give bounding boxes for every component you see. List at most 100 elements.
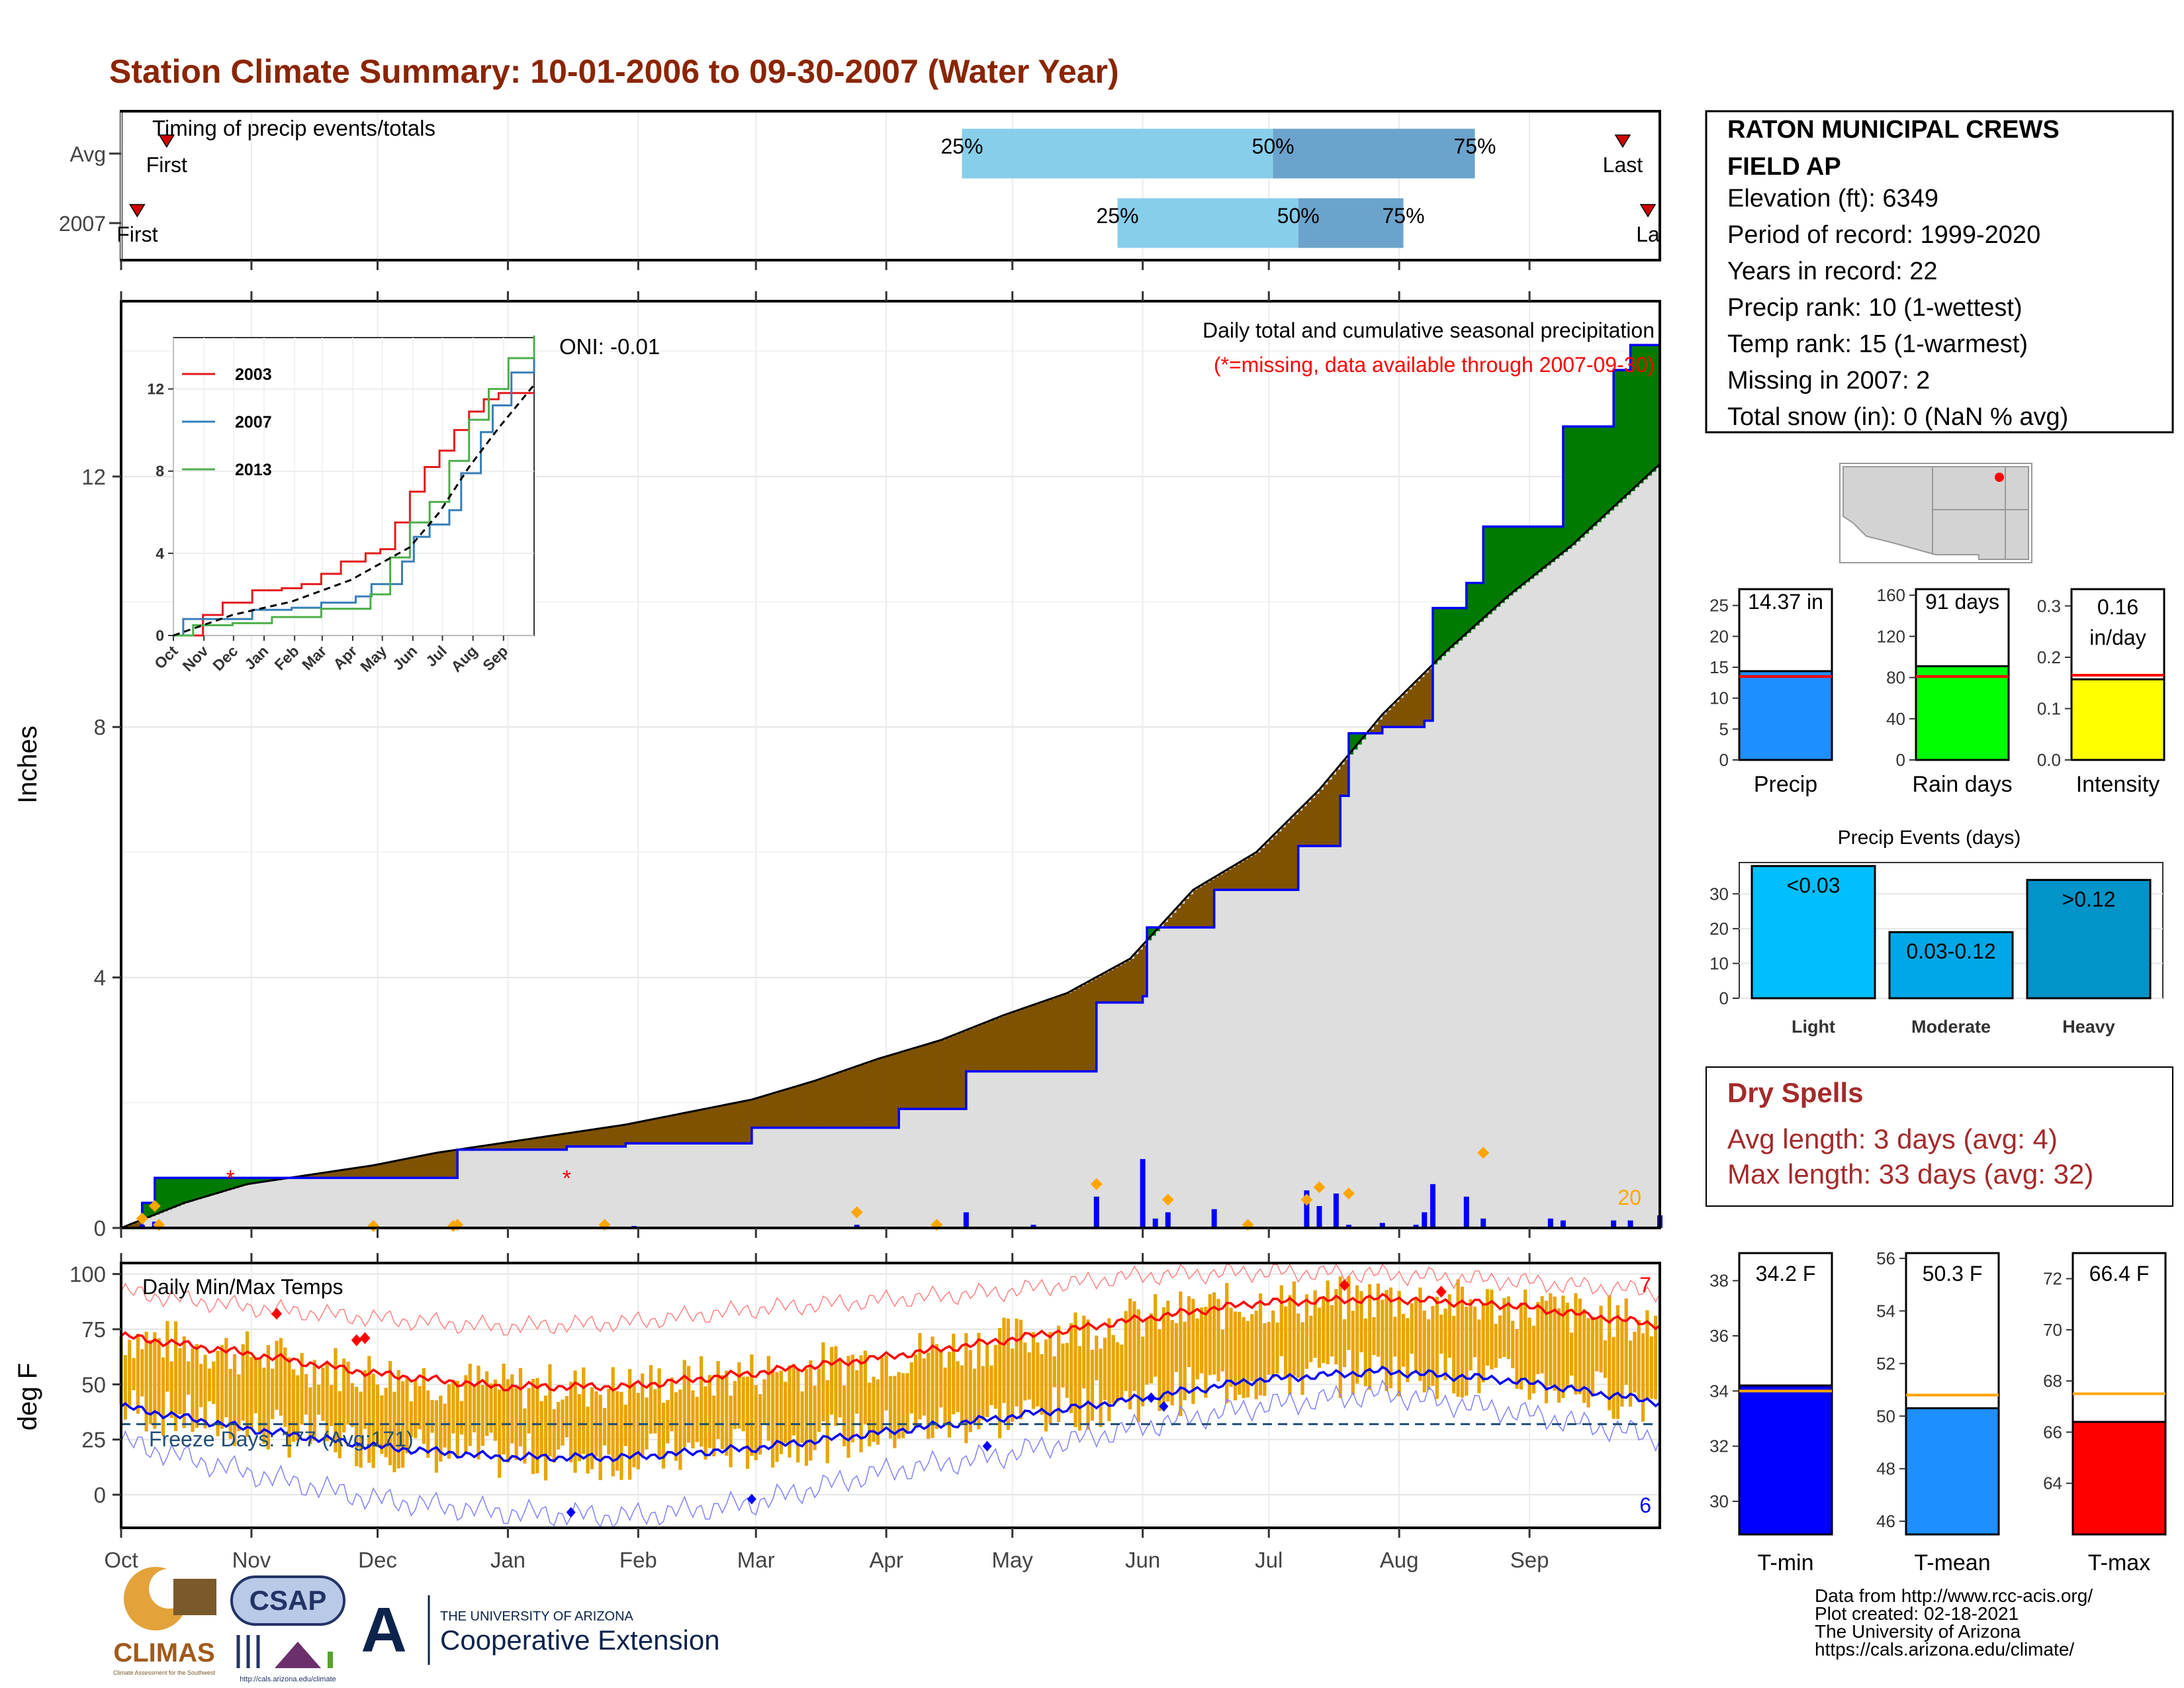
below-average-band: [134, 1223, 139, 1228]
daily-temp-range-bar: [775, 1372, 779, 1462]
below-average-band: [486, 1145, 492, 1150]
daily-temp-range-bar: [253, 1358, 257, 1413]
below-average-band: [1302, 806, 1308, 846]
above-average-band: [192, 1178, 198, 1201]
average-cumulative-line: [120, 463, 1661, 1229]
daily-temp-range-bar: [1258, 1293, 1263, 1395]
above-average-band: [213, 1178, 218, 1194]
daily-temp-range-bar: [931, 1336, 934, 1438]
daily-temp-range-bar: [590, 1387, 594, 1470]
above-average-band: [1471, 583, 1476, 630]
daily-temp-range-bar: [712, 1395, 716, 1457]
daily-temp-range-bar: [985, 1345, 989, 1417]
daily-temp-range-bar: [1275, 1322, 1279, 1374]
temp-summary-ytick-label: 46: [1876, 1511, 1895, 1531]
daily-temp-range-bar: [561, 1399, 565, 1446]
daily-temp-range-bar: [1048, 1332, 1052, 1424]
below-average-band: [743, 1101, 749, 1144]
daily-temp-range-bar: [771, 1368, 775, 1468]
month-label: Mar: [737, 1548, 775, 1572]
daily-temp-range-bar: [1524, 1289, 1527, 1380]
daily-precip-bar: [1316, 1205, 1322, 1228]
events-category-label: Moderate: [1911, 1017, 1991, 1037]
daily-temp-range-bar: [1633, 1331, 1637, 1393]
daily-temp-range-bar: [1284, 1306, 1288, 1378]
inset-ytick-label: 0: [156, 627, 164, 644]
daily-temp-range-bar: [1612, 1336, 1615, 1419]
daily-temp-range-bar: [1107, 1318, 1111, 1422]
below-average-band: [398, 1160, 404, 1178]
daily-temp-range-bar: [720, 1375, 725, 1450]
summary-value-unit: in/day: [2089, 626, 2146, 649]
page-title: Station Climate Summary: 10-01-2006 to 0…: [109, 53, 1119, 90]
station-name-line1: RATON MUNICIPAL CREWS: [1727, 116, 2060, 144]
precip-ytick-label: 8: [94, 715, 106, 739]
daily-temp-range-bar: [1385, 1289, 1388, 1391]
daily-temp-range-bar: [1246, 1321, 1250, 1398]
temp-summary-label: T-mean: [1914, 1550, 1990, 1575]
credit-line-2: Plot created: 02-18-2021: [1815, 1603, 2019, 1624]
above-average-band: [205, 1178, 210, 1197]
daily-temp-range-bar: [489, 1383, 493, 1433]
daily-temp-range-bar: [1393, 1317, 1397, 1357]
daily-temp-range-bar: [1531, 1325, 1536, 1394]
below-average-band: [545, 1136, 551, 1150]
daily-precip-bar: [1333, 1193, 1339, 1228]
credit-line-3: The University of Arizona: [1815, 1621, 2021, 1642]
below-average-band: [608, 1127, 614, 1147]
below-average-band: [705, 1108, 711, 1144]
daily-temp-range-bar: [312, 1360, 316, 1441]
below-average-band: [827, 1076, 833, 1128]
above-average-band: [1466, 583, 1471, 633]
daily-temp-range-bar: [128, 1339, 132, 1408]
below-average-band: [138, 1221, 143, 1228]
precip-header: Daily total and cumulative seasonal prec…: [1203, 318, 1655, 342]
month-label: Apr: [869, 1548, 903, 1572]
precip-event-marker: [1342, 1187, 1355, 1199]
daily-temp-range-bar: [1494, 1323, 1498, 1368]
daily-precip-bar: [963, 1212, 969, 1228]
below-average-band: [1189, 894, 1194, 927]
daily-temp-range-bar: [733, 1381, 737, 1429]
below-average-band: [781, 1090, 786, 1128]
daily-temp-range-bar: [1330, 1305, 1334, 1357]
daily-temp-range-bar: [241, 1344, 245, 1421]
precip-ytick-label: 12: [81, 465, 106, 489]
above-average-band: [1592, 426, 1598, 526]
daily-temp-range-bar: [825, 1380, 829, 1464]
daily-precip-bar: [1152, 1218, 1158, 1228]
daily-temp-range-bar: [569, 1382, 573, 1463]
daily-temp-range-bar: [577, 1394, 582, 1462]
precip-event-marker: [1090, 1178, 1103, 1190]
daily-temp-range-bar: [1435, 1296, 1439, 1399]
below-average-band: [428, 1154, 433, 1178]
daily-precip-bar: [1422, 1212, 1428, 1228]
above-average-band: [1626, 370, 1631, 495]
daily-temp-range-bar: [934, 1344, 938, 1429]
daily-temp-range-bar: [1212, 1292, 1216, 1375]
below-average-band: [936, 1041, 942, 1109]
precip-ylabel: Inches: [13, 726, 42, 804]
below-average-band: [318, 1173, 324, 1178]
below-average-band: [831, 1074, 837, 1128]
below-average-band: [1298, 810, 1303, 846]
below-average-band: [415, 1156, 420, 1178]
events-bar: [1888, 931, 2014, 1000]
daily-temp-range-bar: [691, 1390, 695, 1448]
below-average-band: [768, 1094, 774, 1128]
daily-precip-bar: [1211, 1209, 1217, 1228]
below-average-band: [588, 1130, 593, 1147]
daily-temp-range-bar: [178, 1348, 182, 1415]
university-of-arizona-logo: A THE UNIVERSITY OF ARIZONA Cooperative …: [361, 1595, 719, 1665]
below-average-band: [1222, 872, 1228, 890]
above-average-band: [1458, 608, 1463, 641]
below-average-band: [1004, 1015, 1009, 1072]
daily-temp-range-bar: [939, 1350, 943, 1408]
below-average-band: [634, 1123, 639, 1144]
daily-temp-range-bar: [1355, 1285, 1359, 1384]
below-average-band: [907, 1050, 913, 1109]
daily-temp-range-bar: [674, 1392, 678, 1461]
record-high-marker: [1435, 1286, 1447, 1298]
first-event-label: First: [116, 222, 158, 246]
daily-temp-range-bar: [1317, 1307, 1322, 1368]
